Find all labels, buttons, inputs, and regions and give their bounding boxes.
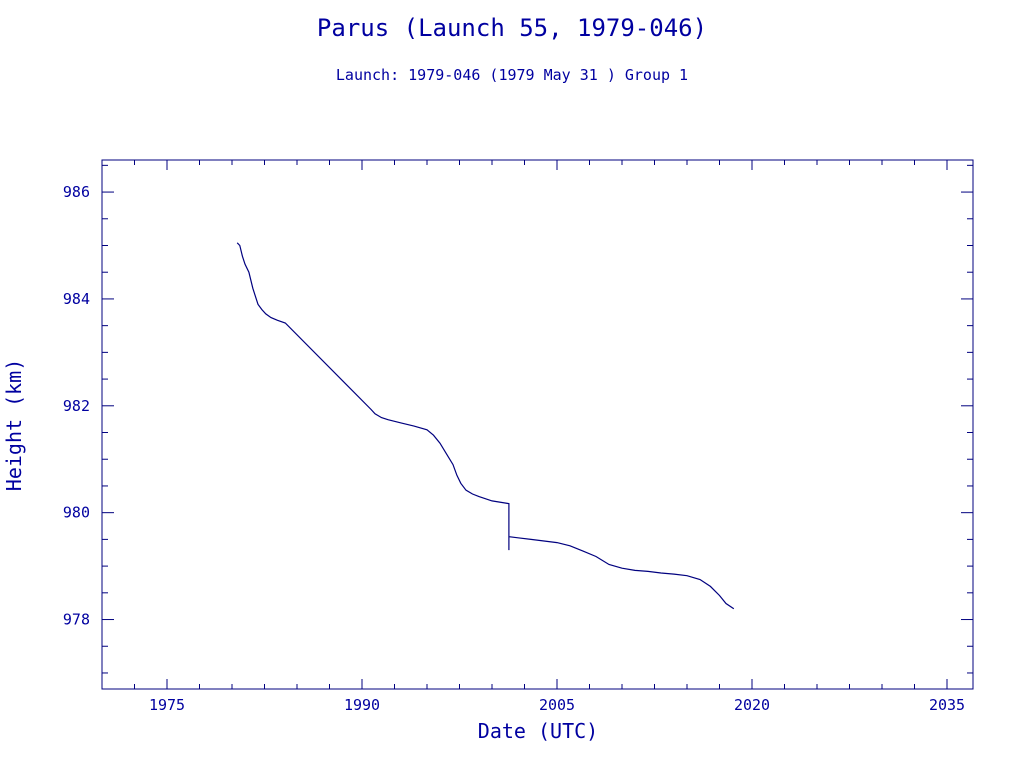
y-tick-label: 980 bbox=[63, 504, 90, 522]
y-tick-label: 984 bbox=[63, 290, 90, 308]
series-layer bbox=[236, 242, 735, 610]
y-tick-label: 982 bbox=[63, 397, 90, 415]
ticks bbox=[102, 160, 973, 689]
x-axis-label: Date (UTC) bbox=[478, 719, 598, 743]
x-tick-label: 1975 bbox=[149, 696, 185, 714]
chart-subtitle: Launch: 1979-046 (1979 May 31 ) Group 1 bbox=[335, 66, 689, 84]
tick-labels: 1975 1990 2005 2020 2035 978 980 982 984 986 bbox=[63, 183, 965, 714]
x-tick-label: 1990 bbox=[344, 696, 380, 714]
chart-title: Parus (Launch 55, 1979-046) bbox=[316, 14, 708, 42]
y-axis-label: Height (km) bbox=[2, 359, 26, 491]
y-tick-label: 986 bbox=[63, 183, 90, 201]
x-tick-label: 2035 bbox=[929, 696, 965, 714]
plot-frame bbox=[101, 159, 974, 690]
y-tick-label: 978 bbox=[63, 611, 90, 629]
series-line-0 bbox=[236, 242, 735, 610]
x-tick-label: 2005 bbox=[539, 696, 575, 714]
x-tick-label: 2020 bbox=[734, 696, 770, 714]
